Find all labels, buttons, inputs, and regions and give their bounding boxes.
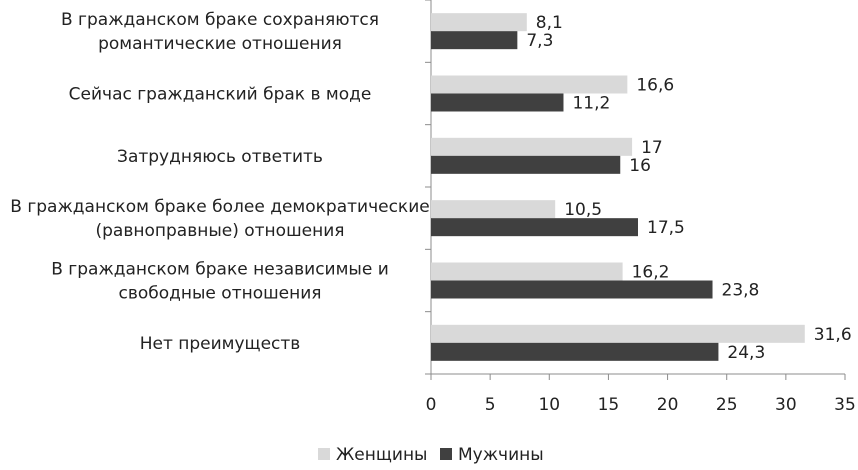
x-tick-label: 10 <box>538 395 560 415</box>
value-label-women: 17 <box>641 138 663 158</box>
bar-women <box>431 13 527 32</box>
category-label-line: В гражданском браке более демократически… <box>10 197 429 217</box>
x-axis-ticks: 0 5 10 15 20 25 30 35 <box>426 374 856 415</box>
x-tick-label: 35 <box>834 395 856 415</box>
bar-men <box>431 155 621 174</box>
value-label-men: 24,3 <box>727 343 765 363</box>
category-label-line: В гражданском браке независимые и <box>51 260 389 280</box>
chart-axes <box>425 0 845 375</box>
x-tick-label: 15 <box>598 395 620 415</box>
value-label-men: 17,5 <box>647 218 685 238</box>
category-label: В гражданском браке независимые и свободн… <box>51 260 389 304</box>
bar-men <box>431 342 719 361</box>
value-label-men: 16 <box>629 156 651 176</box>
legend-swatch-men <box>440 448 452 460</box>
category-label-line: В гражданском браке сохраняются <box>61 10 379 30</box>
value-label-women: 16,2 <box>632 263 670 283</box>
bar-men <box>431 31 518 50</box>
x-tick-label: 5 <box>485 395 496 415</box>
x-tick-label: 0 <box>426 395 437 415</box>
category-label-line: (равноправные) отношения <box>96 221 345 241</box>
legend-swatch-women <box>318 448 330 460</box>
x-tick-label: 20 <box>657 395 679 415</box>
category-label: Сейчас гражданский брак в моде <box>69 85 372 105</box>
value-label-women: 16,6 <box>636 76 674 96</box>
value-label-men: 23,8 <box>722 281 760 301</box>
legend-label-men: Мужчины <box>458 445 544 465</box>
category-label-line: Затрудняюсь ответить <box>117 147 323 167</box>
category-label: В гражданском браке сохраняются романтиче… <box>61 10 379 54</box>
x-tick-label: 25 <box>716 395 738 415</box>
bar-women <box>431 324 805 343</box>
bar-women <box>431 200 556 219</box>
value-label-men: 7,3 <box>526 31 553 51</box>
bar-men <box>431 93 564 112</box>
bar-women <box>431 262 623 281</box>
value-label-women: 31,6 <box>814 325 852 345</box>
bar-women <box>431 137 633 156</box>
category-labels: В гражданском браке сохраняются романтиче… <box>10 10 429 354</box>
category-label: В гражданском браке более демократически… <box>10 197 429 241</box>
value-label-women: 10,5 <box>564 200 602 220</box>
legend: Женщины Мужчины <box>318 445 544 465</box>
category-label-line: Сейчас гражданский брак в моде <box>69 85 372 105</box>
bar-men <box>431 218 638 237</box>
category-label: Затрудняюсь ответить <box>117 147 323 167</box>
value-label-men: 11,2 <box>572 94 610 114</box>
category-label: Нет преимуществ <box>140 334 301 354</box>
value-label-women: 8,1 <box>536 13 563 33</box>
category-label-line: романтические отношения <box>98 34 342 54</box>
chart-bars <box>431 13 805 361</box>
x-tick-label: 30 <box>775 395 797 415</box>
legend-label-women: Женщины <box>336 445 427 465</box>
category-label-line: Нет преимуществ <box>140 334 301 354</box>
bar-women <box>431 75 628 94</box>
category-label-line: свободные отношения <box>118 284 321 304</box>
bar-men <box>431 280 713 299</box>
